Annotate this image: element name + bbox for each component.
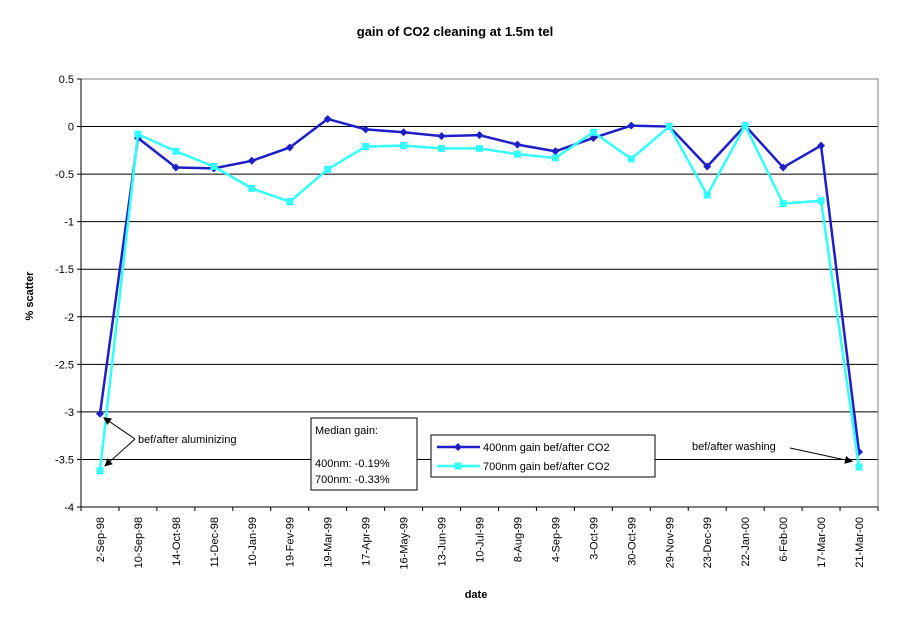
legend-label: 700nm gain bef/after CO2 xyxy=(483,461,610,473)
x-tick-label: 4-Sep-99 xyxy=(550,517,562,562)
data-point xyxy=(513,140,522,149)
data-point xyxy=(665,123,673,131)
y-tick-label: -1 xyxy=(64,217,74,229)
x-tick-label: 17-Mar-00 xyxy=(816,517,828,568)
x-tick-label: 30-Oct-99 xyxy=(626,517,638,566)
y-tick-label: -4 xyxy=(64,502,74,514)
data-point xyxy=(627,121,636,130)
data-point xyxy=(285,143,294,152)
data-point xyxy=(741,122,749,130)
x-tick-label: 8-Aug-99 xyxy=(512,517,524,562)
data-point xyxy=(855,463,863,471)
x-tick-label: 22-Jan-00 xyxy=(740,517,752,567)
x-tick-label: 3-Oct-99 xyxy=(588,517,600,560)
washing-note: bef/after washing xyxy=(692,441,776,453)
y-axis-title: % scatter xyxy=(24,271,36,321)
data-point xyxy=(171,163,180,172)
data-point xyxy=(286,198,294,206)
y-tick-label: 0.5 xyxy=(59,74,74,86)
x-tick-label: 10-Jan-99 xyxy=(247,517,259,567)
series-line xyxy=(98,122,861,471)
data-point xyxy=(324,165,332,173)
legend-box xyxy=(430,434,656,478)
data-point xyxy=(551,147,560,156)
x-tick-label: 17-Apr-99 xyxy=(361,517,373,566)
legend-label: 400nm gain bef/after CO2 xyxy=(483,442,610,454)
data-point xyxy=(627,155,635,163)
arrow-washing xyxy=(789,447,854,464)
x-tick-label: 21-Mar-00 xyxy=(854,517,866,568)
y-tick-label: -2 xyxy=(64,312,74,324)
x-tick-label: 23-Dec-99 xyxy=(702,517,714,568)
median-400: 400nm: -0.19% xyxy=(315,458,390,470)
data-point xyxy=(779,200,787,208)
data-point xyxy=(400,142,408,150)
median-700: 700nm: -0.33% xyxy=(315,474,390,486)
x-tick-label: 16-May-99 xyxy=(399,517,411,570)
data-point xyxy=(703,162,712,171)
x-tick-label: 2-Sep-98 xyxy=(95,517,107,562)
x-tick-label: 29-Nov-99 xyxy=(664,517,676,568)
arrow-aluminizing-400 xyxy=(103,417,136,440)
data-point xyxy=(399,128,408,137)
data-point xyxy=(96,467,104,475)
median-box xyxy=(310,417,418,491)
data-point xyxy=(362,143,370,151)
x-tick-label: 10-Sep-98 xyxy=(133,517,145,568)
x-tick-label: 19-Fev-99 xyxy=(285,517,297,567)
y-tick-label: -1.5 xyxy=(55,264,74,276)
y-tick-label: -2.5 xyxy=(55,359,74,371)
x-tick-label: 13-Jun-99 xyxy=(437,517,449,567)
data-point xyxy=(323,114,332,123)
data-point xyxy=(247,156,256,165)
median-title: Median gain: xyxy=(315,425,378,437)
y-tick-label: -3 xyxy=(64,407,74,419)
data-point xyxy=(589,133,598,142)
data-point xyxy=(475,131,484,140)
data-point xyxy=(817,141,826,150)
x-tick-label: 19-Mar-99 xyxy=(323,517,335,568)
arrow-aluminizing-700 xyxy=(104,438,136,467)
legend-marker xyxy=(454,462,462,470)
x-tick-label: 11-Dec-98 xyxy=(209,517,221,568)
data-point xyxy=(134,130,142,138)
data-point xyxy=(95,409,104,418)
aluminizing-note: bef/after aluminizing xyxy=(138,434,236,446)
data-point xyxy=(703,191,711,199)
legend-marker xyxy=(454,443,462,451)
data-point xyxy=(779,163,788,172)
series-lines xyxy=(95,114,864,475)
data-point xyxy=(817,197,825,205)
data-point xyxy=(589,128,597,136)
x-axis-title: date xyxy=(465,589,488,601)
data-point xyxy=(437,132,446,141)
data-point xyxy=(248,184,256,192)
data-point xyxy=(172,147,180,155)
data-point xyxy=(210,163,218,171)
chart-title: gain of CO2 cleaning at 1.5m tel xyxy=(357,24,554,39)
x-tick-label: 6-Feb-00 xyxy=(778,517,790,562)
data-point xyxy=(438,144,446,152)
legend: 400nm gain bef/after CO2 700nm gain bef/a… xyxy=(430,434,656,478)
data-point xyxy=(361,125,370,134)
data-point xyxy=(476,144,483,152)
data-point xyxy=(551,154,559,162)
x-tick-label: 10-Jul-99 xyxy=(475,517,487,563)
data-point xyxy=(513,150,521,158)
y-tick-label: -3.5 xyxy=(55,454,74,466)
axes: 0.5 0 -0.5 -1 -1.5 -2 -2.5 -3 -3.5 -4 2-Sep-98 10-S… xyxy=(55,74,879,570)
x-tick-label: 14-Oct-98 xyxy=(171,517,183,566)
y-tick-label: -0.5 xyxy=(55,169,74,181)
annotations: Median gain: 400nm: -0.19% 700nm: -0.33%… xyxy=(103,417,854,491)
y-tick-label: 0 xyxy=(68,122,74,134)
